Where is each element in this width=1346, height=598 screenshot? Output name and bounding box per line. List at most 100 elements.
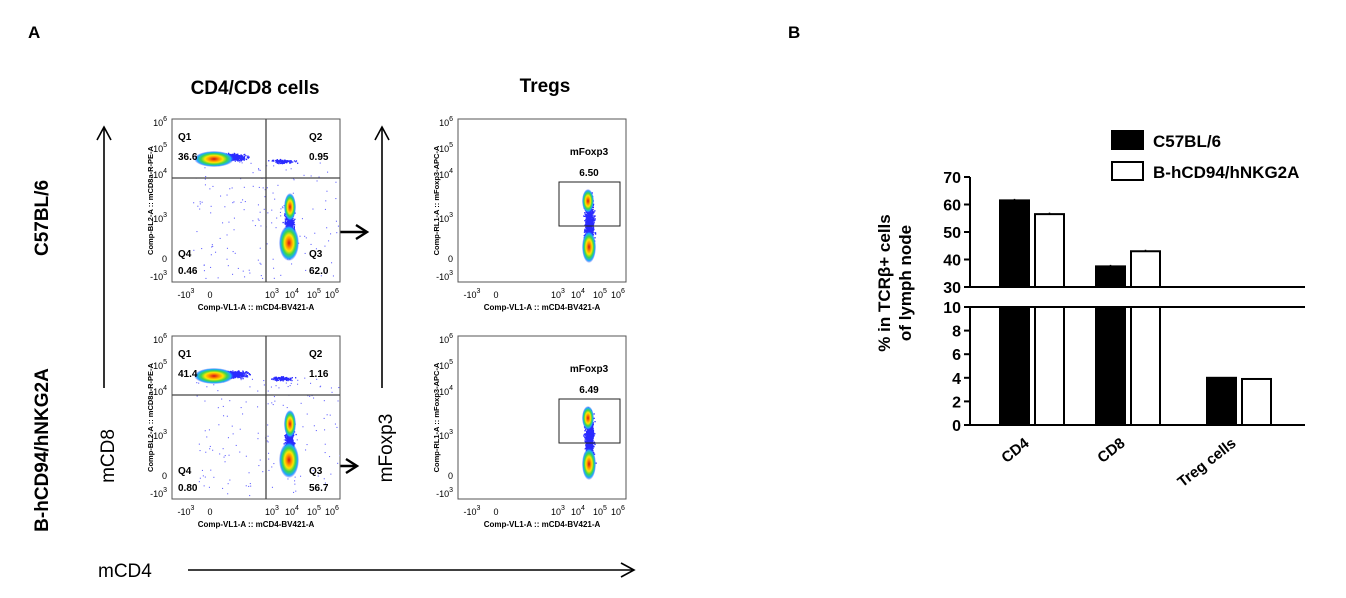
quadrant-q4-value: 0.46 (178, 266, 198, 277)
y-tick-label: 106 (153, 333, 167, 345)
event-dot (291, 438, 293, 440)
event-dot (270, 386, 272, 388)
event-dot (226, 234, 228, 236)
event-dot (288, 223, 290, 225)
event-dot (589, 223, 591, 225)
event-dot (254, 225, 256, 227)
y-tick-label: -103 (436, 270, 453, 282)
event-dot (237, 371, 239, 373)
event-dot (292, 161, 294, 163)
event-dot (260, 263, 262, 265)
event-dot (335, 198, 337, 200)
event-dot (240, 374, 242, 377)
event-dot (592, 231, 594, 233)
event-dot (268, 452, 270, 454)
axis-label-mcd4: mCD4 (98, 561, 152, 582)
event-dot (284, 436, 287, 438)
event-dot (286, 440, 288, 442)
event-dot (201, 201, 203, 203)
event-dot (229, 400, 231, 402)
event-dot (328, 240, 330, 242)
event-dot (248, 269, 250, 271)
event-dot (278, 159, 280, 162)
event-dot (590, 228, 592, 231)
event-dot (233, 377, 235, 379)
event-dot (272, 404, 274, 406)
event-dot (284, 213, 286, 215)
event-dot (276, 380, 278, 382)
event-dot (593, 227, 595, 229)
event-dot (262, 471, 264, 473)
event-dot (234, 160, 236, 162)
event-dot (222, 448, 224, 450)
event-dot (286, 222, 288, 224)
event-dot (239, 374, 241, 376)
event-dot (242, 157, 244, 159)
event-dot (230, 153, 232, 156)
event-dot (281, 163, 284, 165)
event-dot (326, 414, 328, 416)
event-dot (585, 223, 587, 225)
event-dot (236, 372, 239, 375)
event-dot (276, 160, 278, 163)
event-dot (324, 208, 326, 210)
event-dot (235, 159, 237, 161)
event-dot (233, 157, 235, 160)
event-dot (289, 160, 291, 162)
event-dot (313, 397, 315, 399)
event-dot (588, 215, 590, 217)
event-dot (299, 235, 301, 237)
event-dot (249, 386, 251, 388)
event-dot (281, 377, 284, 379)
event-dot (287, 379, 289, 381)
event-dot (244, 276, 246, 278)
event-dot (293, 226, 295, 228)
quadrant-q1-value: 36.6 (178, 152, 198, 163)
event-dot (232, 251, 234, 253)
event-dot (206, 436, 208, 438)
event-dot (268, 160, 270, 162)
event-dot (244, 372, 247, 374)
event-dot (264, 196, 266, 198)
event-dot (198, 443, 200, 445)
event-dot (592, 212, 594, 214)
event-dot (262, 187, 264, 189)
event-dot (586, 226, 588, 229)
event-dot (248, 485, 250, 487)
y-tick-label: 106 (153, 116, 167, 128)
event-dot (589, 224, 591, 226)
event-dot (589, 216, 591, 219)
event-dot (282, 207, 284, 209)
event-dot (246, 371, 248, 373)
event-dot (209, 445, 211, 447)
event-dot (246, 156, 249, 158)
event-dot (337, 400, 339, 402)
event-dot (266, 243, 268, 245)
event-dot (592, 219, 595, 221)
event-dot (281, 379, 283, 381)
event-dot (240, 379, 242, 381)
event-dot (285, 434, 287, 436)
event-dot (274, 376, 276, 378)
event-dot (277, 184, 279, 186)
event-dot (291, 442, 293, 444)
x-tick-label: 104 (571, 288, 585, 300)
event-dot (240, 156, 242, 158)
event-dot (239, 375, 241, 377)
event-dot (240, 376, 242, 378)
event-dot (267, 441, 269, 443)
event-dot (235, 375, 237, 377)
event-dot (287, 379, 289, 382)
mcd8-axis-arrow (96, 125, 112, 388)
event-dot (306, 413, 308, 415)
event-dot (289, 379, 291, 381)
mfoxp3-axis-arrow (374, 125, 390, 388)
col-title-cd4-cd8: CD4/CD8 cells (191, 78, 320, 99)
event-dot (591, 219, 593, 222)
event-dot (275, 161, 277, 163)
event-dot (209, 448, 211, 450)
event-dot (282, 404, 284, 406)
event-dot (285, 219, 287, 221)
quadrant-q2-name: Q2 (309, 132, 323, 143)
